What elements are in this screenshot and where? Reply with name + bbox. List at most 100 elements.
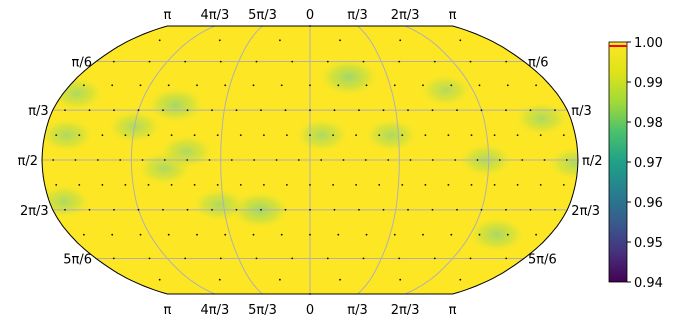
right-tick-label: π/3 bbox=[571, 104, 591, 119]
sample-point bbox=[167, 84, 170, 87]
sample-point bbox=[124, 184, 127, 186]
colorbar-tick-label: 0.98 bbox=[634, 116, 663, 131]
sample-point bbox=[378, 184, 381, 186]
sample-point bbox=[433, 257, 436, 260]
sample-point bbox=[137, 109, 140, 112]
sample-point bbox=[219, 60, 222, 63]
sample-point bbox=[309, 134, 311, 137]
sample-point bbox=[365, 233, 368, 236]
sample-point bbox=[279, 278, 281, 281]
sample-point bbox=[332, 134, 334, 137]
sample-point bbox=[399, 278, 402, 281]
sample-point bbox=[218, 278, 221, 281]
sample-point bbox=[424, 134, 427, 137]
sample-point bbox=[170, 134, 173, 137]
sample-point bbox=[398, 257, 401, 260]
sample-point bbox=[521, 159, 524, 161]
low-value-region bbox=[513, 100, 571, 137]
sample-point bbox=[64, 208, 66, 211]
low-value-region bbox=[48, 75, 106, 112]
bottom-tick-label: 5π/3 bbox=[248, 303, 277, 318]
sample-point bbox=[382, 109, 385, 112]
sample-point bbox=[431, 109, 434, 112]
sample-point bbox=[252, 233, 255, 236]
sample-point bbox=[111, 233, 114, 236]
sample-point bbox=[535, 233, 537, 236]
bottom-tick-label: 0 bbox=[306, 303, 314, 318]
sample-point bbox=[88, 109, 91, 112]
sample-point bbox=[401, 184, 404, 186]
sample-point bbox=[196, 233, 198, 236]
sample-point bbox=[337, 84, 340, 87]
sample-point bbox=[333, 109, 336, 112]
sample-point bbox=[543, 159, 546, 161]
sample-point bbox=[407, 208, 409, 211]
sample-point bbox=[291, 257, 294, 260]
sample-point bbox=[55, 184, 58, 186]
sample-point bbox=[162, 208, 164, 211]
sample-point bbox=[516, 134, 519, 137]
sample-point bbox=[239, 134, 242, 137]
sample-point bbox=[447, 134, 450, 137]
sample-point bbox=[431, 159, 434, 161]
sample-point bbox=[284, 109, 287, 112]
sample-point bbox=[382, 208, 385, 211]
sample-point bbox=[137, 208, 140, 211]
sample-point bbox=[216, 134, 219, 137]
sample-point bbox=[562, 134, 565, 137]
sample-point bbox=[193, 184, 196, 186]
sample-point bbox=[64, 109, 66, 112]
sample-point bbox=[113, 208, 115, 211]
sample-point bbox=[309, 84, 311, 87]
sample-point bbox=[260, 208, 262, 211]
sample-point bbox=[535, 84, 537, 87]
sample-point bbox=[252, 84, 255, 87]
sample-point bbox=[280, 233, 283, 236]
sample-point bbox=[332, 184, 334, 186]
colorbar: 1.00 0.99 0.98 0.97 0.96 0.95 0.94 bbox=[608, 36, 663, 291]
sample-point bbox=[147, 184, 150, 186]
sample-point bbox=[124, 134, 127, 137]
sample-point bbox=[362, 60, 365, 63]
sample-point bbox=[158, 39, 161, 42]
sample-point bbox=[399, 39, 402, 42]
sample-point bbox=[529, 208, 532, 211]
sample-point bbox=[498, 159, 501, 161]
bottom-tick-label: π bbox=[163, 303, 171, 318]
sample-point bbox=[309, 208, 311, 211]
sample-point bbox=[196, 84, 198, 87]
sample-point bbox=[326, 257, 329, 260]
sample-point bbox=[506, 84, 509, 87]
sample-point bbox=[469, 60, 472, 63]
sample-point bbox=[505, 60, 508, 63]
sample-point bbox=[119, 159, 122, 161]
colorbar-tick-label: 0.99 bbox=[634, 76, 663, 91]
sample-point bbox=[101, 134, 104, 137]
sample-point bbox=[235, 109, 238, 112]
right-tick-label: π/2 bbox=[582, 154, 602, 169]
low-value-region bbox=[293, 117, 351, 154]
sample-point bbox=[459, 39, 462, 42]
left-tick-label: π/2 bbox=[18, 154, 38, 169]
sample-point bbox=[211, 109, 213, 112]
sample-point bbox=[539, 134, 542, 137]
sample-point bbox=[83, 233, 85, 236]
sample-point bbox=[78, 184, 81, 186]
low-value-region bbox=[466, 215, 527, 254]
sample-point bbox=[337, 233, 340, 236]
left-tick-label: 2π/3 bbox=[20, 204, 49, 219]
low-value-region bbox=[145, 86, 207, 125]
colorbar-tick-label: 0.97 bbox=[634, 156, 663, 171]
sample-point bbox=[339, 39, 341, 42]
sample-point bbox=[279, 39, 281, 42]
low-value-region bbox=[190, 186, 248, 223]
sample-point bbox=[170, 184, 173, 186]
sample-point bbox=[88, 208, 91, 211]
sample-point bbox=[218, 39, 221, 42]
top-tick-label: 0 bbox=[306, 8, 314, 23]
sample-point bbox=[431, 208, 434, 211]
sample-point bbox=[297, 159, 300, 161]
top-tick-label: π/3 bbox=[347, 8, 367, 23]
low-value-region bbox=[316, 57, 381, 98]
sample-point bbox=[74, 159, 77, 161]
